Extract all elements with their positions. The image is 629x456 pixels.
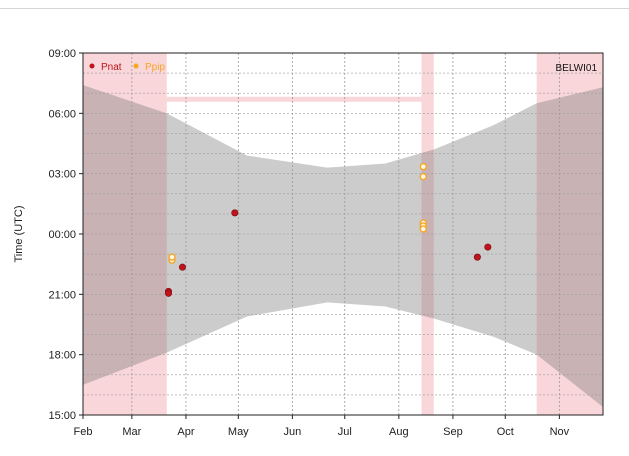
point-pnat-4 <box>473 253 481 261</box>
y-tick-label-6: 15:00 <box>48 410 76 422</box>
point-pnat-3 <box>231 209 239 217</box>
y-tick-label-0: 09:00 <box>48 48 76 60</box>
x-tick-label-4: Jun <box>284 426 302 438</box>
point-pnat-5 <box>484 243 492 251</box>
point-pnat-1 <box>165 289 173 297</box>
y-tick-label-4: 21:00 <box>48 289 76 301</box>
y-tick-label-2: 03:00 <box>48 169 76 181</box>
legend-label-pnat: Pnat <box>101 62 122 73</box>
x-tick-label-9: Nov <box>550 426 570 438</box>
x-tick-label-7: Sep <box>443 426 463 438</box>
point-ppip-1 <box>168 253 176 261</box>
x-tick-label-2: Apr <box>177 426 194 438</box>
point-ppip-2 <box>419 162 427 171</box>
point-ppip-3 <box>419 172 427 181</box>
x-tick-label-5: Jul <box>338 426 352 438</box>
x-tick-label-8: Oct <box>497 426 514 438</box>
legend-marker-ppip <box>133 63 139 69</box>
point-pnat-2 <box>178 263 186 271</box>
legend-marker-pnat <box>89 63 95 69</box>
x-tick-label-6: Aug <box>389 426 409 438</box>
top-divider <box>0 8 629 9</box>
y-tick-label-3: 00:00 <box>48 229 76 241</box>
station-label: BELWI01 <box>556 63 598 74</box>
axes: Feb Mar Apr May Jun Jul Aug Sep Oct Nov 09:00 06:00… <box>48 48 569 438</box>
x-tick-label-1: Mar <box>122 426 141 438</box>
y-tick-label-5: 18:00 <box>48 350 76 362</box>
legend-label-ppip: Ppip <box>145 62 165 73</box>
x-tick-label-0: Feb <box>74 426 93 438</box>
y-axis-label: Time (UTC) <box>13 205 25 262</box>
x-tick-label-3: May <box>228 426 249 438</box>
legend: Pnat Ppip <box>89 62 165 73</box>
point-ppip-6 <box>419 225 427 233</box>
y-tick-label-1: 06:00 <box>48 108 76 120</box>
data-points <box>165 162 492 297</box>
night-band <box>83 85 603 407</box>
monitoring-gap-line <box>166 96 422 102</box>
